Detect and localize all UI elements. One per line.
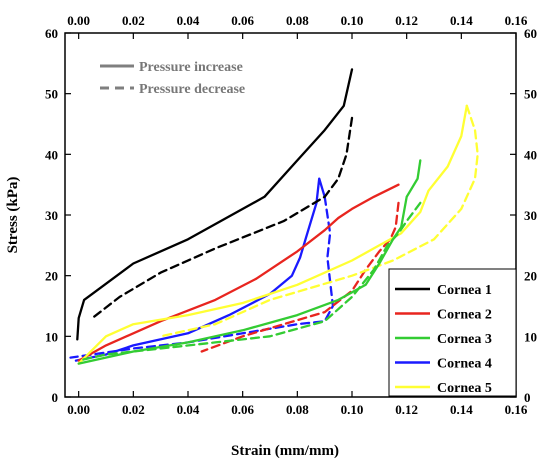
- y-tick-label-right: 10: [524, 329, 537, 344]
- y-tick-label-left: 40: [45, 147, 58, 162]
- y-tick-label-right: 40: [524, 147, 537, 162]
- y-tick-label-right: 50: [524, 87, 537, 102]
- y-tick-label-left: 50: [45, 87, 58, 102]
- cornea-1-decrease-line: [91, 116, 354, 320]
- x-tick-label-bottom: 0.12: [395, 402, 418, 417]
- y-tick-label-left: 0: [52, 390, 59, 405]
- cornea-4-decrease-line: [69, 195, 335, 359]
- x-tick-label-top: 0.10: [341, 13, 364, 28]
- x-tick-label-bottom: 0.04: [177, 402, 200, 417]
- x-tick-label-top: 0.02: [122, 13, 145, 28]
- legend-label-cornea-3: Cornea 3: [437, 332, 492, 347]
- x-tick-label-bottom: 0.00: [67, 402, 90, 417]
- legend: Cornea 1 Cornea 2 Cornea 3 Cornea 4 Cornea 5: [388, 268, 517, 397]
- y-tick-label-right: 20: [524, 269, 537, 284]
- x-tick-label-top: 0.06: [231, 13, 254, 28]
- cornea-5-increase-line: [77, 104, 468, 365]
- legend-label-cornea-1: Cornea 1: [437, 283, 492, 298]
- legend-label-cornea-5: Cornea 5: [437, 381, 492, 396]
- x-tick-label-bottom: 0.02: [122, 402, 145, 417]
- y-tick-label-right: 30: [524, 208, 537, 223]
- x-tick-label-bottom: 0.16: [505, 402, 528, 417]
- style-key-label: Pressure increase: [139, 60, 243, 75]
- y-axis-title: Stress (kPa): [5, 177, 21, 254]
- y-tick-label-left: 60: [45, 26, 58, 41]
- x-tick-label-top: 0.14: [450, 13, 473, 28]
- style-key-label: Pressure decrease: [139, 82, 245, 97]
- y-tick-label-right: 60: [524, 26, 537, 41]
- ticks-layer: 0.00 0.00 0.02 0.02 0.04 0.04 0.06 0.06 0.08 0.08…: [45, 13, 537, 417]
- y-tick-label-left: 10: [45, 329, 58, 344]
- x-tick-label-top: 0.04: [177, 13, 200, 28]
- cornea-2-increase-line: [77, 183, 400, 362]
- series-layer: [69, 68, 479, 365]
- cornea-1-increase-line: [76, 68, 354, 341]
- legend-label-cornea-2: Cornea 2: [437, 308, 492, 323]
- x-tick-label-top: 0.12: [395, 13, 418, 28]
- y-tick-label-left: 30: [45, 208, 58, 223]
- x-tick-label-bottom: 0.06: [231, 402, 254, 417]
- cornea-5-decrease-line: [159, 104, 479, 338]
- legend-label-cornea-4: Cornea 4: [437, 357, 492, 372]
- x-tick-label-top: 0.08: [286, 13, 309, 28]
- line-style-key: Pressure increase Pressure decrease: [100, 60, 245, 97]
- x-axis-title: Strain (mm/mm): [231, 443, 339, 459]
- x-tick-label-bottom: 0.14: [450, 402, 473, 417]
- y-tick-label-right: 0: [524, 390, 531, 405]
- cornea-2-decrease-line: [200, 201, 400, 353]
- x-tick-label-bottom: 0.08: [286, 402, 309, 417]
- x-tick-label-bottom: 0.10: [341, 402, 364, 417]
- x-tick-label-top: 0.16: [505, 13, 528, 28]
- y-tick-label-left: 20: [45, 269, 58, 284]
- x-tick-label-top: 0.00: [67, 13, 90, 28]
- cornea-3-increase-line: [77, 159, 422, 365]
